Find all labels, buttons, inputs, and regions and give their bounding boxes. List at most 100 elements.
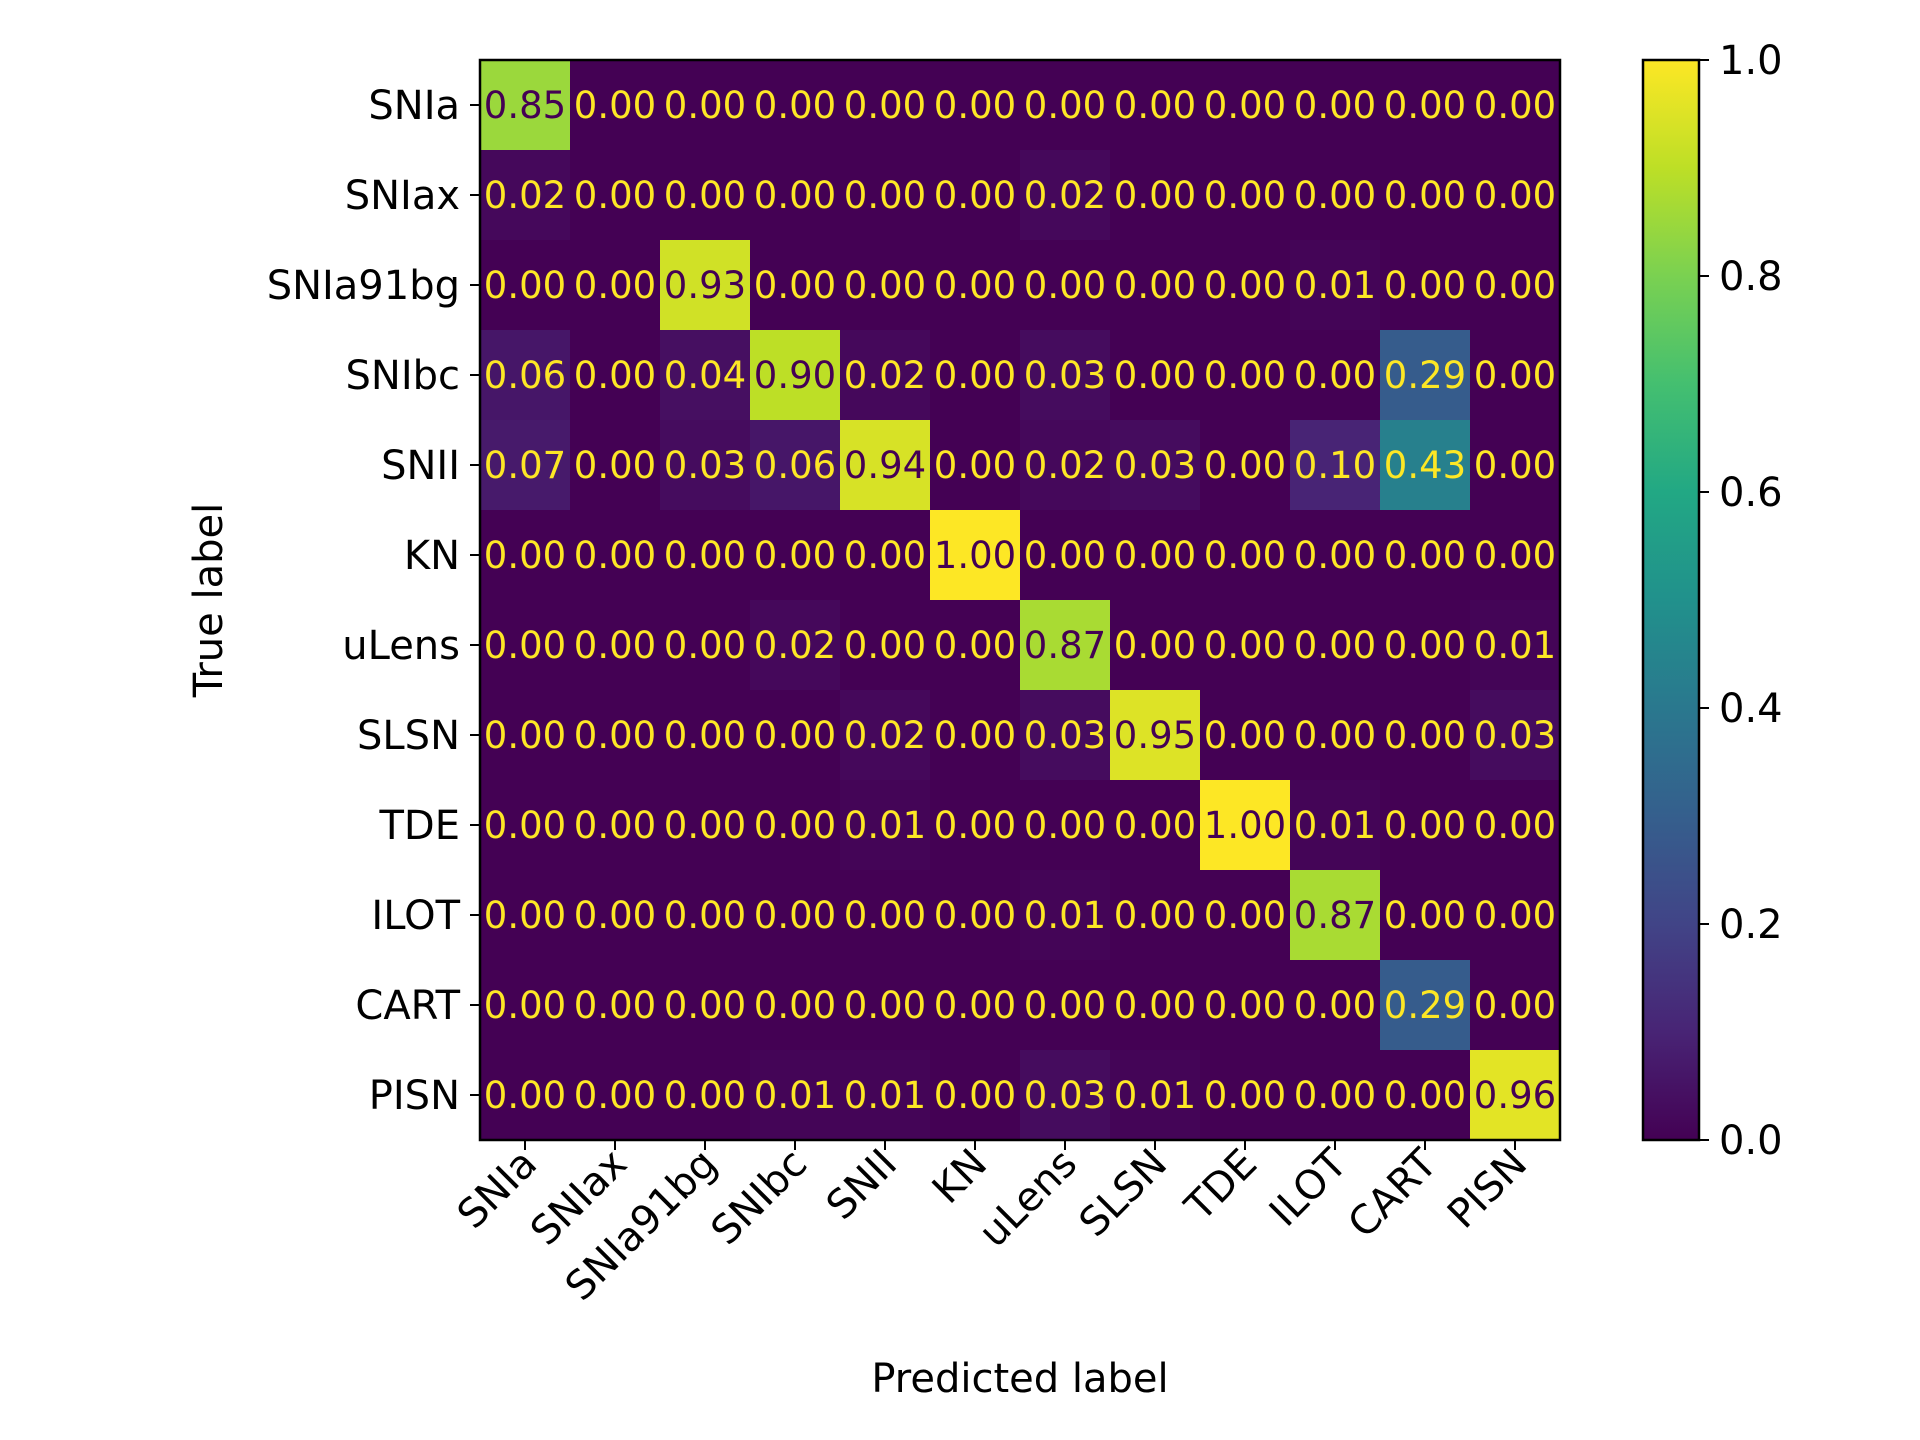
heatmap-cell (840, 690, 931, 781)
cell-value-label: 0.00 (664, 174, 746, 217)
heatmap-cell (1470, 420, 1561, 511)
cell-value-label: 0.90 (754, 354, 836, 397)
cell-value-label: 0.03 (1024, 714, 1106, 757)
cell-value-label: 0.00 (484, 984, 566, 1027)
heatmap-cell (1290, 1050, 1381, 1141)
colorbar-tick-label: 0.4 (1719, 686, 1783, 732)
heatmap-cell (660, 780, 751, 871)
heatmap-cell (930, 600, 1021, 691)
heatmap-cell (750, 690, 841, 781)
heatmap-cell (1110, 150, 1201, 241)
cell-value-label: 0.00 (1384, 804, 1466, 847)
heatmap-cell (570, 420, 661, 511)
heatmap-cell (1110, 330, 1201, 421)
cell-value-label: 0.00 (934, 624, 1016, 667)
heatmap-cell (1470, 600, 1561, 691)
heatmap-cell (1020, 240, 1111, 331)
cell-value-label: 0.29 (1384, 984, 1466, 1027)
cell-value-label: 0.00 (844, 84, 926, 127)
heatmap-cell (750, 60, 841, 151)
heatmap-cell (1470, 960, 1561, 1051)
heatmap-cell (1470, 690, 1561, 781)
heatmap-cell (1380, 960, 1471, 1051)
cell-value-label: 0.02 (1024, 174, 1106, 217)
cell-value-label: 0.00 (1384, 624, 1466, 667)
heatmap-cell (1380, 780, 1471, 871)
cell-value-label: 0.00 (1114, 984, 1196, 1027)
cell-value-label: 0.01 (1024, 894, 1106, 937)
heatmap-cell (1110, 60, 1201, 151)
cell-value-label: 0.00 (1384, 84, 1466, 127)
heatmap-cell (750, 420, 841, 511)
heatmap-cell (840, 870, 931, 961)
heatmap-cell (1020, 960, 1111, 1051)
cell-value-label: 0.00 (574, 264, 656, 307)
heatmap-cell (570, 510, 661, 601)
cell-value-label: 0.02 (484, 174, 566, 217)
heatmap-cell (840, 510, 931, 601)
heatmap-cell (930, 60, 1021, 151)
cell-value-label: 0.00 (1114, 894, 1196, 937)
cell-value-label: 0.00 (664, 894, 746, 937)
cell-value-label: 0.00 (754, 894, 836, 937)
heatmap-cell (750, 960, 841, 1051)
cell-value-label: 0.00 (1204, 264, 1286, 307)
y-tick-label: PISN (369, 1073, 460, 1119)
y-tick-label: SNIa (368, 83, 460, 129)
cell-value-label: 0.00 (574, 984, 656, 1027)
heatmap-cell (570, 870, 661, 961)
cell-value-label: 0.00 (1474, 984, 1556, 1027)
heatmap-cell (1380, 150, 1471, 241)
cell-value-label: 0.00 (844, 534, 926, 577)
heatmap-cell (1110, 1050, 1201, 1141)
heatmap-cell (1470, 60, 1561, 151)
cell-value-label: 0.01 (844, 1074, 926, 1117)
cell-value-label: 0.00 (484, 534, 566, 577)
y-tick-label: ILOT (371, 893, 460, 939)
x-tick-label: KN (924, 1141, 996, 1213)
cell-value-label: 0.43 (1384, 444, 1466, 487)
cell-value-label: 0.00 (1114, 264, 1196, 307)
cell-value-label: 0.00 (574, 1074, 656, 1117)
heatmap-cell (1110, 690, 1201, 781)
heatmap-cell (480, 150, 571, 241)
heatmap-cell (660, 960, 751, 1051)
cell-value-label: 0.00 (844, 624, 926, 667)
heatmap-cell (1020, 1050, 1111, 1141)
heatmap-cell (1200, 780, 1291, 871)
heatmap-cell (480, 510, 571, 601)
y-axis-ticks: SNIa SNIax SNIa91bg SNIbc SNII KN uLens SLSN TDE… (267, 83, 480, 1119)
heatmap-cell (660, 60, 751, 151)
cell-value-label: 0.00 (1204, 894, 1286, 937)
cell-value-label: 0.00 (1474, 534, 1556, 577)
heatmap-cell (1020, 510, 1111, 601)
cell-value-label: 0.00 (1114, 534, 1196, 577)
heatmap-cell (1380, 510, 1471, 601)
cell-value-label: 0.03 (1024, 354, 1106, 397)
colorbar (1641, 58, 1701, 1142)
cell-value-label: 0.00 (484, 264, 566, 307)
cell-value-label: 0.00 (1294, 714, 1376, 757)
cell-value-label: 0.00 (484, 624, 566, 667)
cell-value-label: 0.03 (1114, 444, 1196, 487)
cell-value-label: 0.00 (754, 534, 836, 577)
heatmap-cell (570, 240, 661, 331)
y-tick-label: CART (355, 983, 460, 1029)
heatmap-cell (930, 510, 1021, 601)
cell-value-label: 0.00 (574, 894, 656, 937)
heatmap-cell (570, 150, 661, 241)
heatmap-cell (1200, 240, 1291, 331)
cell-value-label: 0.00 (574, 534, 656, 577)
cell-value-label: 1.00 (934, 534, 1016, 577)
cell-value-label: 0.01 (754, 1074, 836, 1117)
cell-value-label: 0.00 (664, 534, 746, 577)
heatmap-cells (480, 60, 1561, 1141)
cell-value-label: 0.00 (1294, 534, 1376, 577)
cell-value-label: 0.00 (1204, 714, 1286, 757)
heatmap-cell (480, 1050, 571, 1141)
heatmap-cell (1020, 420, 1111, 511)
heatmap-cell (1380, 240, 1471, 331)
y-tick-label: KN (404, 533, 460, 579)
cell-value-label: 0.95 (1114, 714, 1196, 757)
